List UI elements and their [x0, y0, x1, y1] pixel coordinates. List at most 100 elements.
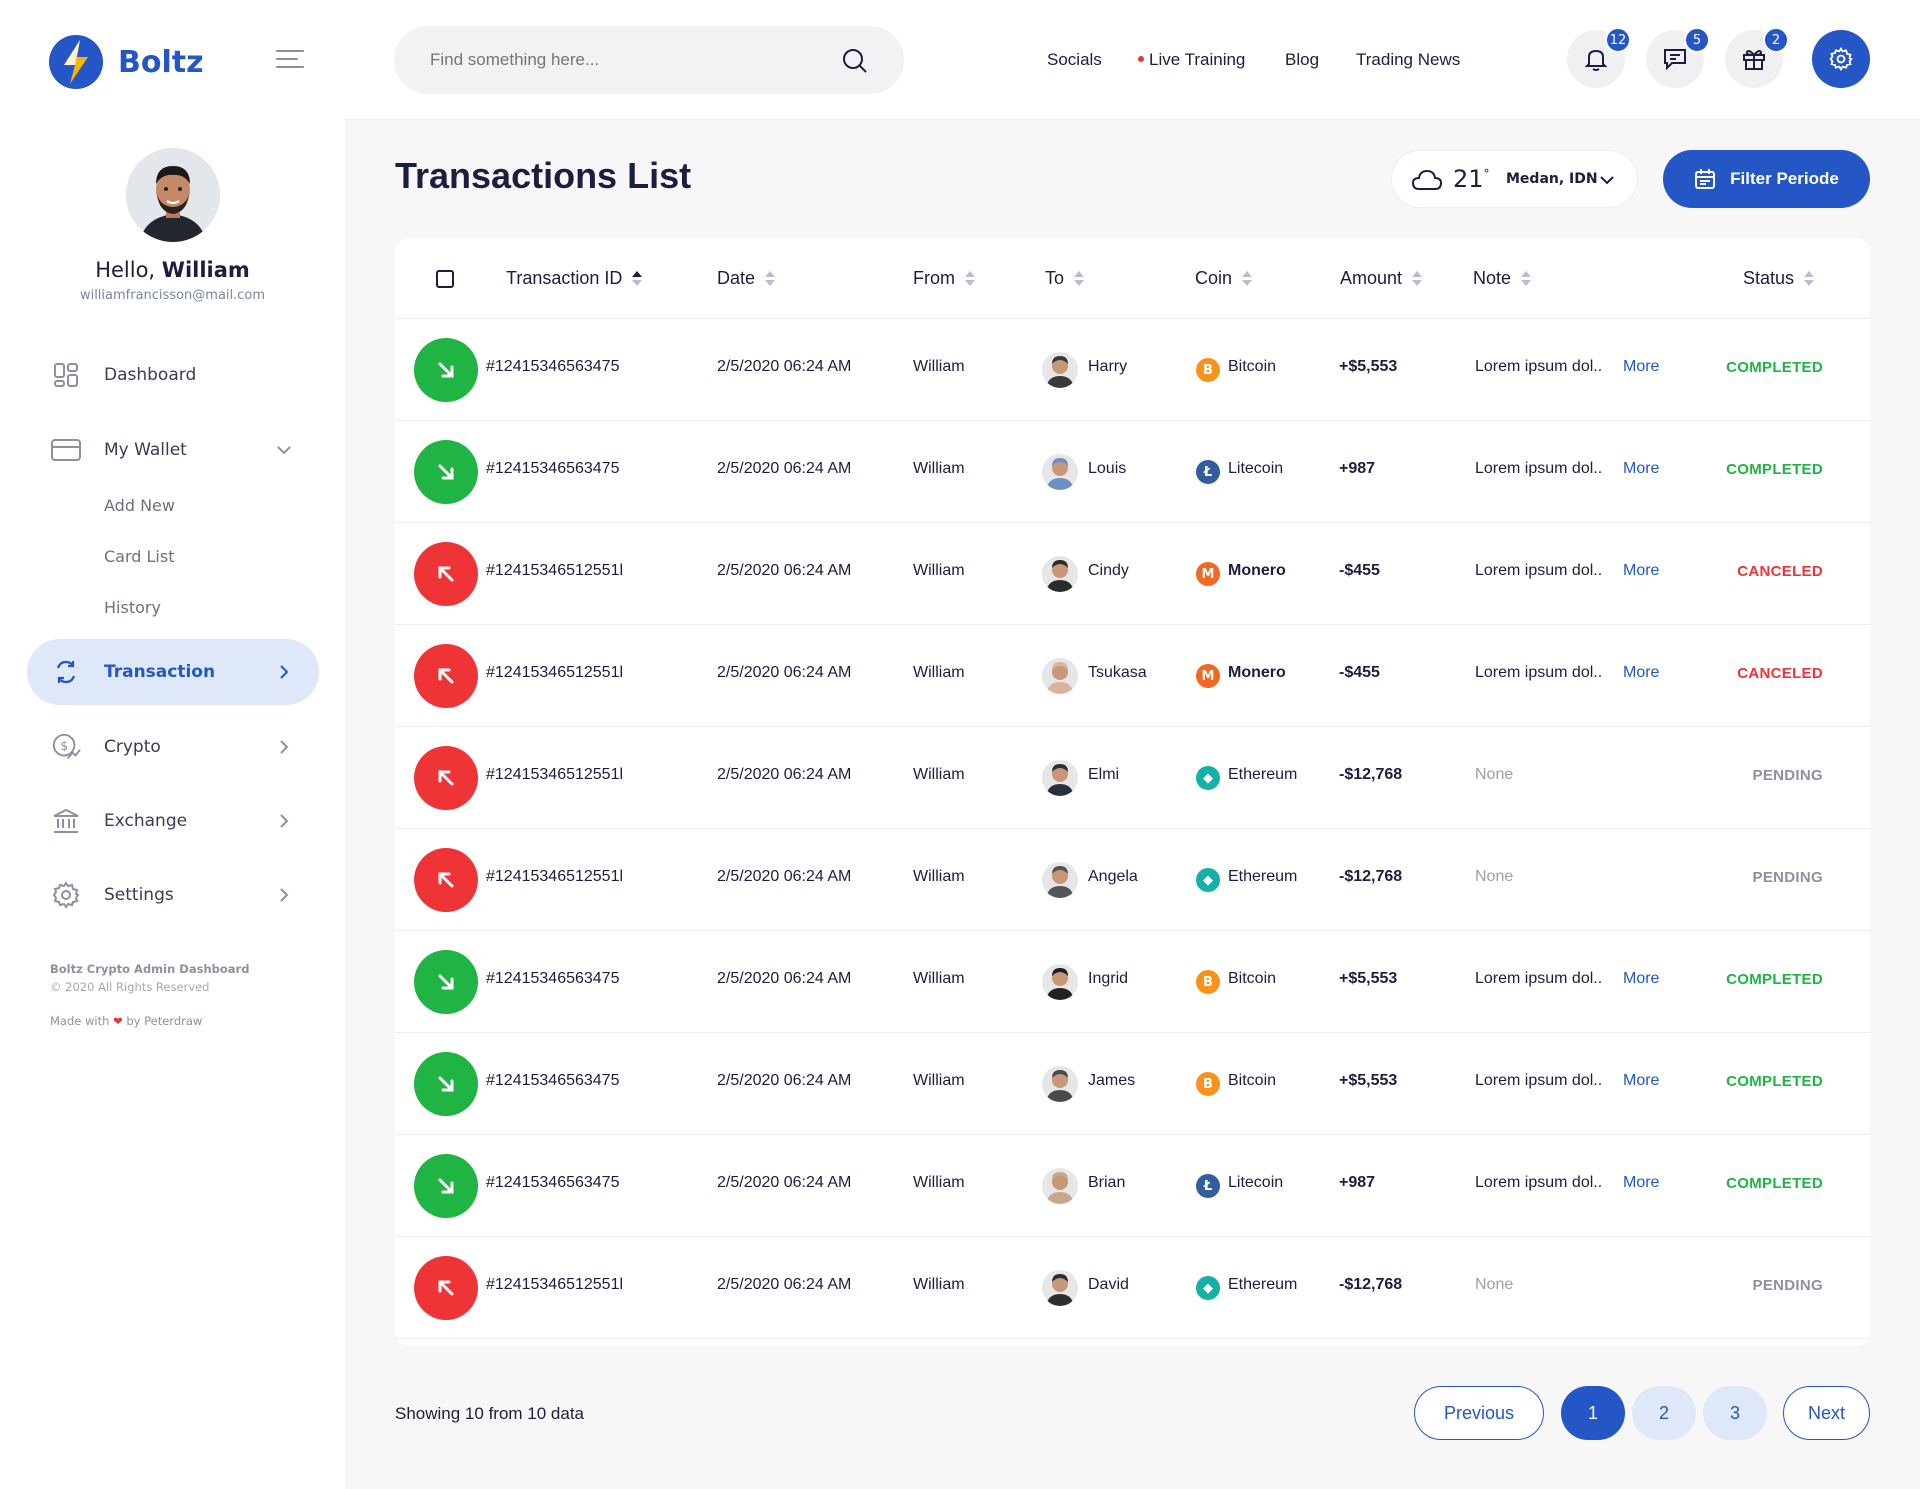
weather-temp: 21°: [1453, 165, 1490, 193]
recipient-avatar: [1042, 862, 1078, 898]
transaction-from: William: [913, 1072, 965, 1089]
transaction-coin: Bitcoin: [1228, 358, 1277, 375]
table-row[interactable]: #12415346512551l 2/5/2020 06:24 AM William…: [395, 523, 1870, 625]
transactions-table: Transaction ID Date From To Coin Amount …: [395, 238, 1870, 1346]
nav-link-socials[interactable]: Socials: [1047, 50, 1102, 69]
transaction-from: William: [913, 970, 965, 987]
column-header-label: Amount: [1340, 268, 1403, 288]
column-header-amount[interactable]: Amount: [1340, 268, 1423, 289]
settings-button[interactable]: [1812, 30, 1870, 88]
transaction-amount: +987: [1339, 460, 1376, 477]
litecoin-icon: Ł: [1196, 460, 1220, 484]
more-link[interactable]: More: [1623, 358, 1660, 375]
nav-link-blog[interactable]: Blog: [1285, 50, 1320, 69]
previous-button[interactable]: Previous: [1414, 1386, 1544, 1440]
more-link[interactable]: More: [1623, 664, 1660, 681]
status-badge: PENDING: [1752, 869, 1823, 886]
column-header-note[interactable]: Note: [1473, 268, 1532, 289]
transaction-to: Brian: [1088, 1174, 1126, 1191]
more-link[interactable]: More: [1623, 1072, 1660, 1089]
table-row[interactable]: #12415346563475 2/5/2020 06:24 AM William L…: [395, 421, 1870, 523]
column-header-label: Coin: [1195, 268, 1233, 288]
table-header: Transaction ID Date From To Coin Amount …: [395, 238, 1870, 319]
table-row[interactable]: #12415346563475 2/5/2020 06:24 AM William I…: [395, 931, 1870, 1033]
more-link[interactable]: More: [1623, 970, 1660, 987]
crypto-icon: $: [51, 732, 81, 762]
notifications-badge: 12: [1605, 27, 1631, 53]
menu-toggle-icon[interactable]: [276, 50, 304, 72]
transaction-amount: -$455: [1339, 562, 1380, 579]
nav-link-live-training[interactable]: Live Training: [1138, 50, 1245, 70]
transaction-date: 2/5/2020 06:24 AM: [717, 1174, 852, 1191]
sidebar-item-my-wallet[interactable]: My Wallet: [27, 417, 319, 483]
select-all-checkbox[interactable]: [436, 270, 454, 288]
sidebar-item-dashboard[interactable]: Dashboard: [27, 342, 319, 408]
page-title: Transactions List: [395, 155, 692, 196]
transaction-to: David: [1088, 1276, 1129, 1293]
transaction-coin: Litecoin: [1228, 460, 1284, 477]
more-link[interactable]: More: [1623, 562, 1660, 579]
table-row[interactable]: #12415346512551l 2/5/2020 06:24 AM William…: [395, 1237, 1870, 1339]
footer-credit: Made with ❤ by Peterdraw: [50, 1014, 202, 1028]
search-input[interactable]: [430, 50, 830, 70]
search-icon[interactable]: [842, 48, 868, 74]
sidebar-item-exchange[interactable]: Exchange: [27, 788, 319, 854]
transaction-note: Lorem ipsum dol..: [1475, 1072, 1603, 1089]
page-button-1[interactable]: 1: [1561, 1386, 1625, 1440]
gift-icon: [1743, 50, 1765, 70]
sidebar-subitem-add-new[interactable]: Add New: [104, 496, 175, 515]
transaction-amount: +987: [1339, 1174, 1376, 1191]
logo[interactable]: Boltz: [48, 34, 204, 90]
weather-widget[interactable]: 21° Medan, IDN: [1391, 150, 1638, 208]
column-header-status[interactable]: Status: [1743, 268, 1815, 289]
footer-by: by Peterdraw: [126, 1014, 203, 1028]
filter-periode-button[interactable]: Filter Periode: [1663, 150, 1870, 208]
table-row[interactable]: #12415346563475 2/5/2020 06:24 AM William B…: [395, 1135, 1870, 1237]
transaction-to: James: [1088, 1072, 1136, 1089]
recipient-avatar: [1042, 964, 1078, 1000]
sidebar-item-settings[interactable]: Settings: [27, 862, 319, 928]
messages-button[interactable]: 5: [1646, 27, 1710, 88]
recipient-avatar: [1042, 454, 1078, 490]
transaction-to: Ingrid: [1088, 970, 1129, 987]
search-bar[interactable]: [394, 26, 904, 94]
bitcoin-icon: B: [1196, 1072, 1220, 1096]
column-header-to[interactable]: To: [1045, 268, 1085, 289]
more-link[interactable]: More: [1623, 460, 1660, 477]
column-header-date[interactable]: Date: [717, 268, 776, 289]
page-button-2[interactable]: 2: [1632, 1386, 1696, 1440]
table-row[interactable]: #12415346512551l 2/5/2020 06:24 AM William…: [395, 829, 1870, 931]
gifts-badge: 2: [1763, 27, 1789, 53]
transaction-date: 2/5/2020 06:24 AM: [717, 460, 852, 477]
recipient-avatar: [1042, 1168, 1078, 1204]
avatar[interactable]: [126, 148, 220, 242]
table-row[interactable]: #12415346512551l 2/5/2020 06:24 AM William…: [395, 625, 1870, 727]
sidebar-item-transaction[interactable]: Transaction: [27, 639, 319, 705]
transaction-id: #12415346512551l: [486, 766, 624, 783]
transaction-coin: Ethereum: [1228, 1276, 1298, 1293]
column-header-transaction-id[interactable]: Transaction ID: [506, 268, 643, 289]
page-button-3[interactable]: 3: [1703, 1386, 1767, 1440]
gifts-button[interactable]: 2: [1725, 27, 1789, 88]
transaction-id: #12415346512551l: [486, 562, 624, 579]
transaction-date: 2/5/2020 06:24 AM: [717, 868, 852, 885]
sidebar-item-label: Transaction: [104, 662, 216, 682]
cloud-icon: [1412, 169, 1442, 190]
more-link[interactable]: More: [1623, 1174, 1660, 1191]
sidebar-item-crypto[interactable]: $ Crypto: [27, 714, 319, 780]
table-row[interactable]: #12415346563475 2/5/2020 06:24 AM William J…: [395, 1033, 1870, 1135]
transaction-note: Lorem ipsum dol..: [1475, 664, 1603, 681]
next-button[interactable]: Next: [1783, 1386, 1870, 1440]
column-header-label: Status: [1743, 268, 1795, 288]
nav-link-trading-news[interactable]: Trading News: [1356, 50, 1461, 69]
sidebar-subitem-history[interactable]: History: [104, 598, 161, 617]
notifications-button[interactable]: 12: [1567, 27, 1631, 88]
showing-count: Showing 10 from 10 data: [395, 1404, 585, 1423]
column-header-from[interactable]: From: [913, 268, 975, 289]
sidebar-subitem-card-list[interactable]: Card List: [104, 547, 175, 566]
transaction-note: None: [1475, 766, 1514, 783]
column-header-coin[interactable]: Coin: [1195, 268, 1253, 289]
table-row[interactable]: #12415346512551l 2/5/2020 06:24 AM William…: [395, 727, 1870, 829]
table-row[interactable]: #12415346563475 2/5/2020 06:24 AM William H…: [395, 319, 1870, 421]
weather-degree: °: [1483, 167, 1490, 181]
